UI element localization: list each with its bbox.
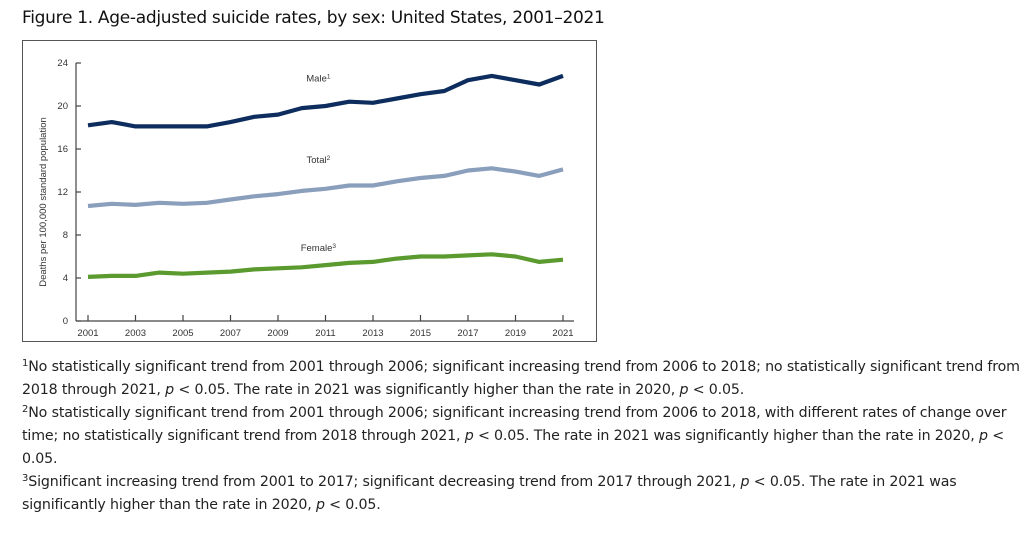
x-tick-label: 2007 xyxy=(220,328,241,339)
italic-symbol: p xyxy=(740,474,750,490)
italic-symbol: p xyxy=(979,428,988,444)
y-tick-label: 20 xyxy=(57,101,68,112)
x-tick-label: 2015 xyxy=(410,328,431,339)
figure-title: Figure 1. Age-adjusted suicide rates, by… xyxy=(22,8,605,28)
series-label-female: Female3 xyxy=(301,243,337,254)
italic-symbol: p xyxy=(165,382,175,398)
footnote-1: 1No statistically significant trend from… xyxy=(22,358,1020,399)
series-label-total: Total2 xyxy=(307,155,331,166)
y-tick-label: 16 xyxy=(57,144,68,155)
x-tick-label: 2003 xyxy=(125,328,146,339)
y-tick-label: 0 xyxy=(63,316,68,327)
footnote-marker: 1 xyxy=(22,358,29,369)
series-labels: Male1 Total2 Female3 xyxy=(301,73,337,254)
footnote-2: 2No statistically significant trend from… xyxy=(22,404,1007,468)
x-tick-label: 2017 xyxy=(457,328,478,339)
series-lines xyxy=(87,73,564,279)
x-tick-label: 2001 xyxy=(77,328,98,339)
footnotes: 1No statistically significant trend from… xyxy=(22,356,1022,517)
axes: 0 4 8 12 16 20 24 2001 2003 2005 2007 2009 2011 2013 2… xyxy=(38,58,574,339)
x-tick-label: 2005 xyxy=(172,328,193,339)
italic-symbol: p xyxy=(315,497,325,513)
series-line-female xyxy=(87,252,564,279)
footnote-marker: 3 xyxy=(22,473,29,484)
y-tick-label: 12 xyxy=(57,187,68,198)
y-tick-label: 8 xyxy=(63,230,68,241)
italic-symbol: p xyxy=(464,428,474,444)
x-tick-label: 2013 xyxy=(362,328,383,339)
italic-symbol: p xyxy=(679,382,689,398)
footnote-marker: 2 xyxy=(22,404,29,415)
y-tick-label: 24 xyxy=(57,58,68,69)
y-axis-title: Deaths per 100,000 standard population xyxy=(38,117,49,287)
x-tick-label: 2009 xyxy=(267,328,288,339)
line-chart: 0 4 8 12 16 20 24 2001 2003 2005 2007 2009 2011 2013 2… xyxy=(38,58,574,339)
y-tick-label: 4 xyxy=(63,273,68,284)
chart-frame xyxy=(22,40,597,342)
x-tick-label: 2011 xyxy=(315,328,335,339)
x-tick-label: 2019 xyxy=(505,328,526,339)
footnote-3: 3Significant increasing trend from 2001 … xyxy=(22,473,957,514)
series-line-total xyxy=(87,166,564,209)
series-label-male: Male1 xyxy=(306,73,331,84)
x-tick-label: 2021 xyxy=(552,328,573,339)
